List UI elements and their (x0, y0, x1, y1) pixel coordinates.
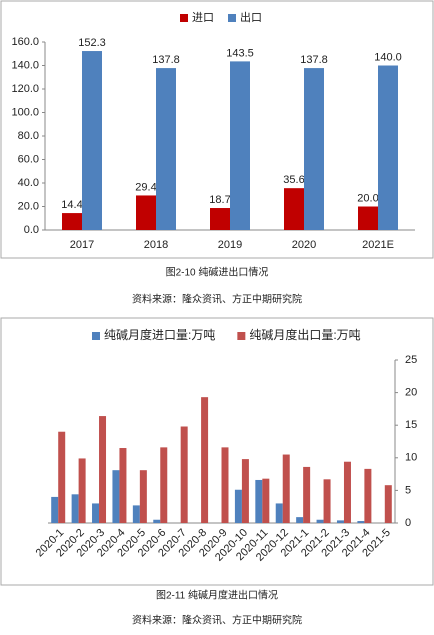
bar (62, 213, 82, 230)
bar (221, 447, 229, 523)
bar (378, 65, 398, 230)
y-tick-label: 140.0 (11, 59, 39, 71)
bar (78, 458, 86, 523)
y-tick-label: 160.0 (11, 36, 39, 48)
value-label: 29.4 (135, 181, 156, 193)
caption: 图2-10 纯碱进出口情况 (166, 266, 269, 279)
bar (160, 447, 168, 523)
y-tick-label: 10 (405, 452, 417, 464)
bar (210, 208, 230, 230)
chart-frame (0, 317, 434, 586)
value-label: 137.8 (300, 54, 328, 66)
value-label: 18.7 (209, 194, 230, 206)
bar (304, 68, 324, 231)
bar (336, 520, 344, 523)
bar (284, 188, 304, 230)
bar (343, 461, 351, 523)
value-label: 143.5 (226, 47, 254, 59)
value-label: 137.8 (152, 54, 180, 66)
legend-swatch (180, 14, 188, 22)
bar (180, 426, 188, 523)
bar (384, 485, 392, 523)
bar (71, 494, 79, 523)
bar (296, 517, 304, 523)
bar (156, 68, 176, 231)
value-label: 35.6 (283, 174, 304, 186)
source: 资料来源：隆众资讯、方正中期研究院 (132, 293, 302, 306)
bar (275, 503, 283, 523)
x-tick-label: 2021E (362, 239, 394, 251)
caption: 图2-11 纯碱月度进出口情况 (156, 589, 278, 602)
bar (323, 479, 331, 523)
x-tick-label: 2018 (144, 239, 168, 251)
y-tick-label: 120.0 (11, 83, 39, 95)
x-tick-label: 2017 (70, 239, 94, 251)
bar (282, 454, 290, 523)
x-tick-label: 2019 (218, 239, 242, 251)
bar (255, 479, 263, 523)
y-tick-label: 5 (405, 484, 411, 496)
bar (132, 505, 140, 523)
bar (241, 459, 249, 523)
y-tick-label: 0.0 (24, 224, 39, 236)
y-tick-label: 0 (405, 517, 411, 529)
bar (357, 521, 365, 523)
bar (364, 468, 372, 523)
bar (58, 431, 66, 523)
bar (51, 496, 59, 523)
value-label: 20.0 (357, 192, 378, 204)
bar (303, 466, 311, 523)
y-tick-label: 25 (405, 354, 417, 366)
bar (262, 478, 270, 523)
bar (112, 470, 120, 523)
chart-frame (0, 0, 434, 259)
bar (358, 206, 378, 230)
legend-swatch (228, 14, 236, 22)
bar (139, 470, 147, 523)
bar (234, 489, 242, 523)
y-tick-label: 15 (405, 419, 417, 431)
value-label: 14.4 (61, 199, 82, 211)
y-tick-label: 80.0 (18, 130, 39, 142)
bar (92, 503, 100, 523)
legend-label: 纯碱月度进口量:万吨 (104, 327, 215, 342)
x-tick-label: 2020 (292, 239, 316, 251)
bar (230, 61, 250, 231)
bar (201, 397, 209, 523)
y-tick-label: 40.0 (18, 177, 39, 189)
value-label: 140.0 (374, 51, 402, 63)
y-tick-label: 20.0 (18, 200, 39, 212)
legend-label: 出口 (240, 10, 262, 24)
value-label: 152.3 (78, 37, 106, 49)
bar (136, 195, 156, 230)
legend-label: 进口 (192, 11, 214, 24)
y-tick-label: 100.0 (11, 106, 39, 118)
legend-swatch (237, 332, 246, 340)
bar (316, 519, 324, 523)
bar (99, 416, 107, 523)
bar (82, 51, 102, 230)
bar (119, 448, 127, 523)
bar (153, 519, 161, 523)
y-tick-label: 60.0 (18, 153, 39, 165)
y-tick-label: 20 (405, 387, 417, 399)
legend-label: 纯碱月度出口量:万吨 (249, 327, 360, 342)
legend-swatch (92, 332, 100, 340)
source: 资料来源：隆众资讯、方正中期研究院 (132, 614, 302, 627)
